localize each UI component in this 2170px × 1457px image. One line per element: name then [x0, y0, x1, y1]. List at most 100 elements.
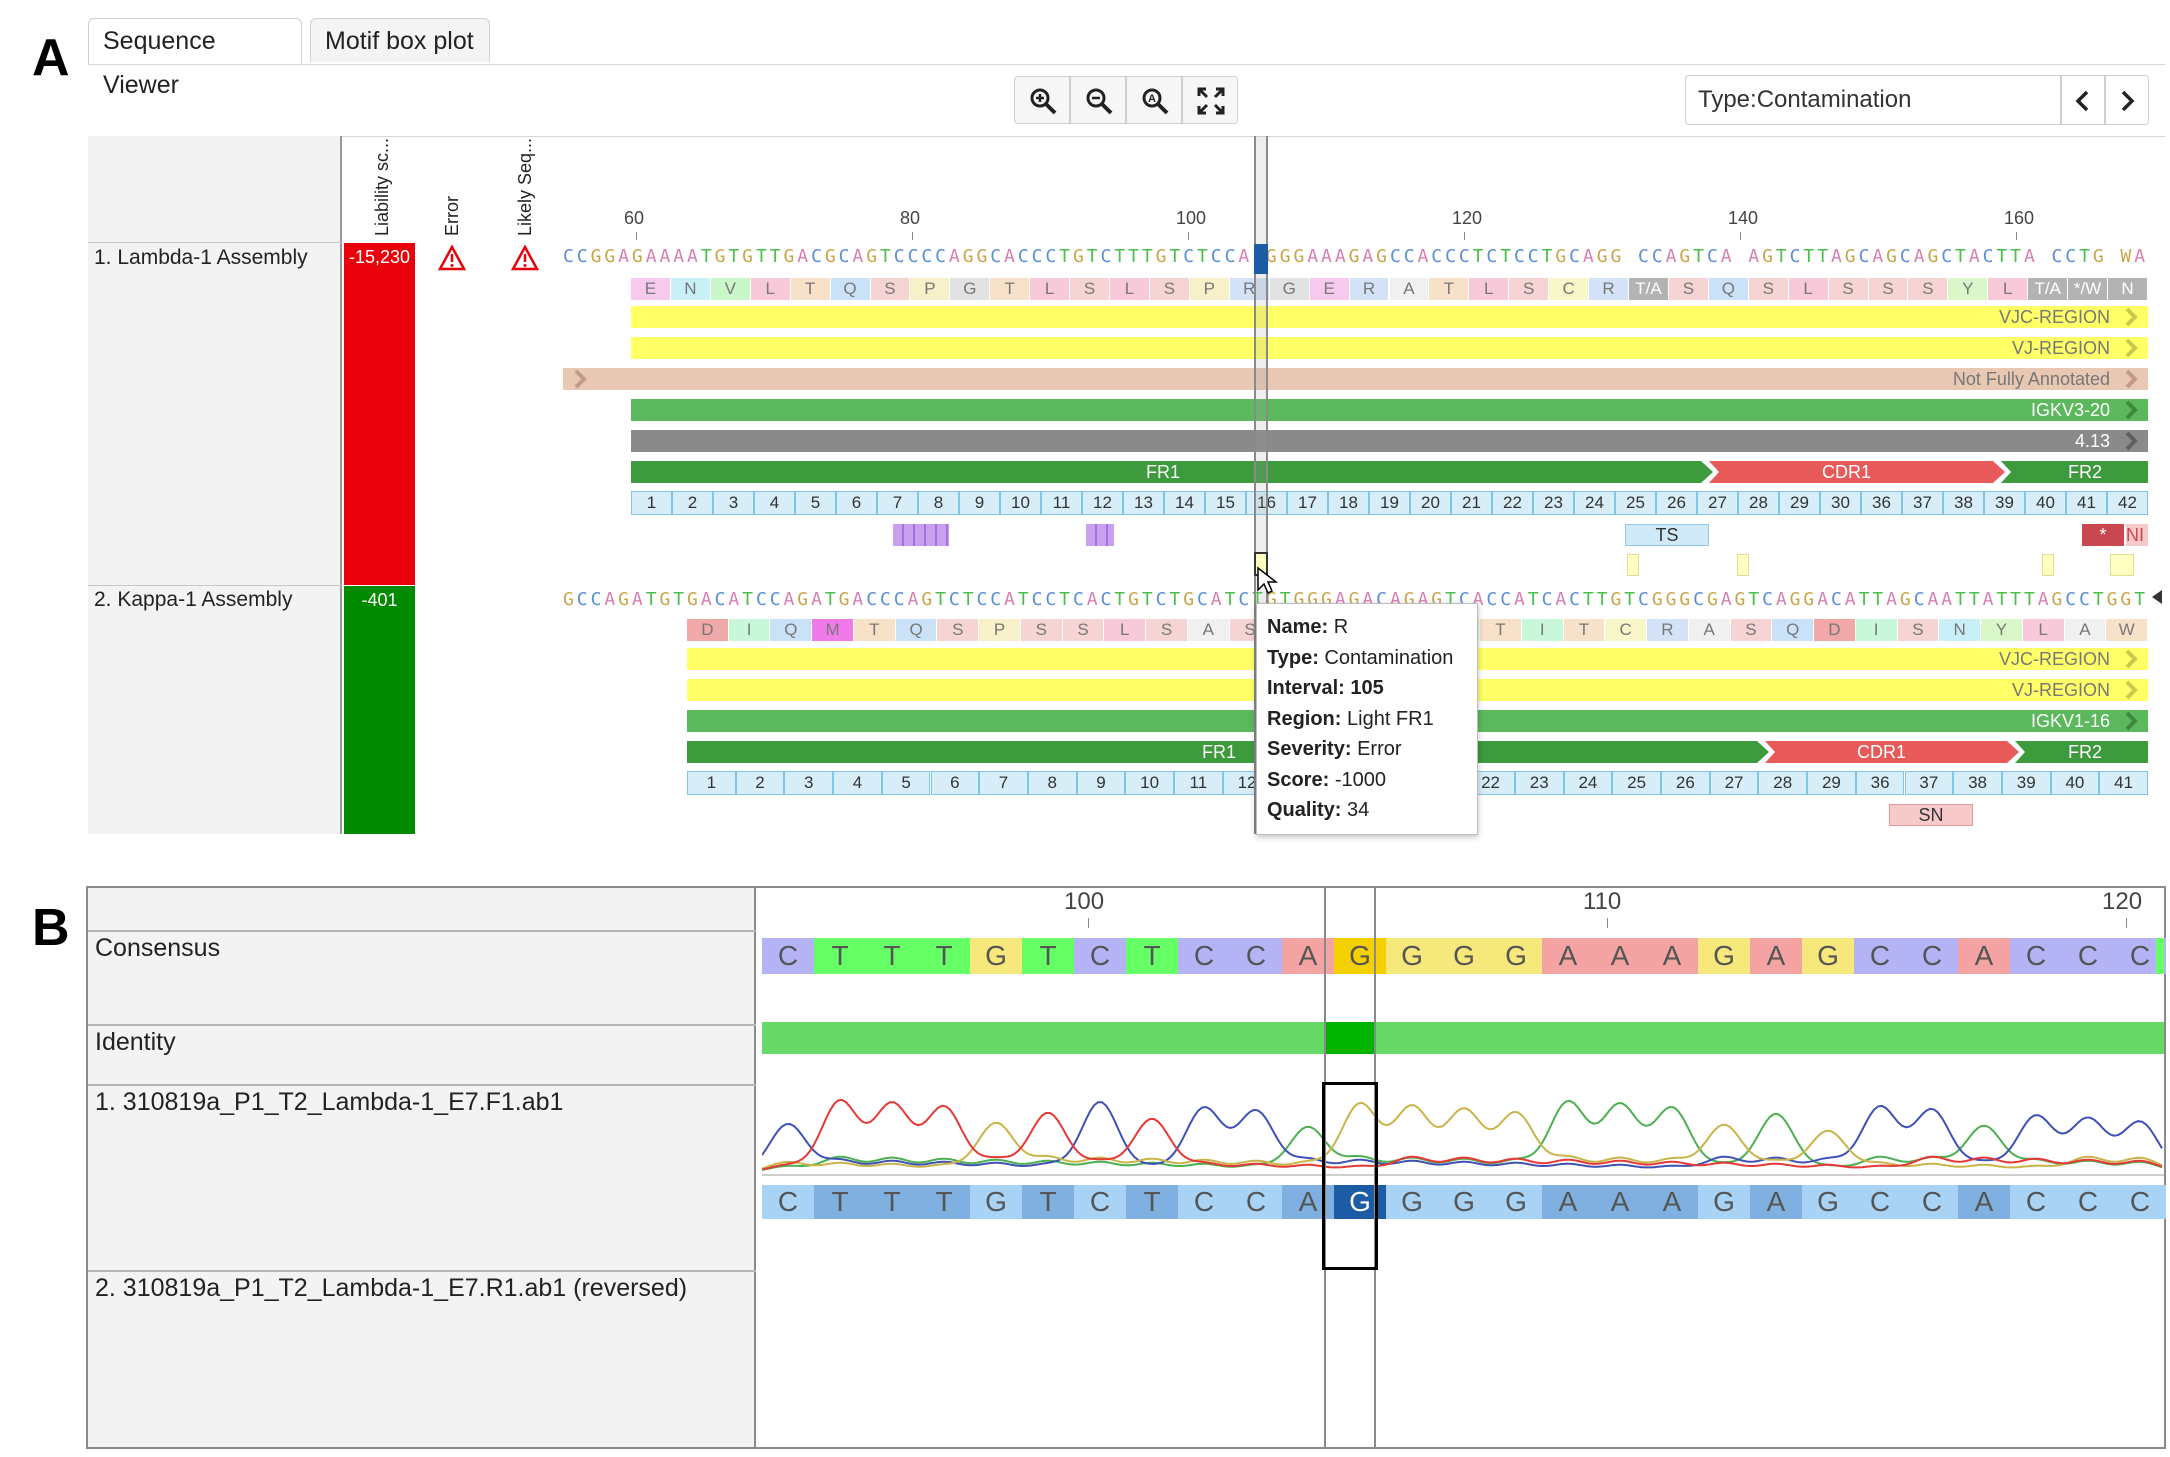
tab-sequence-viewer[interactable]: Sequence Viewer [88, 18, 302, 99]
amino-acid: P [979, 619, 1020, 641]
nucleotide: T [742, 589, 754, 610]
liability-score-lambda-1[interactable]: -15,230 [344, 243, 415, 585]
amino-acid: S [1146, 619, 1187, 641]
error-warning-icon[interactable] [438, 245, 466, 271]
annotation-4-13[interactable]: 4.13 [631, 430, 2148, 452]
ruler-tick [912, 232, 913, 240]
nucleotide: C [576, 246, 589, 267]
consensus-base: T [918, 938, 970, 974]
nucleotide: C [1638, 589, 1650, 610]
region-fr2[interactable] [2001, 461, 2148, 483]
motif-ts[interactable]: TS [1625, 524, 1709, 546]
nucleotide: C [1197, 589, 1209, 610]
liability-score-kappa-1[interactable]: -401 [344, 586, 415, 834]
zoom-reset-button[interactable]: A [1126, 76, 1182, 124]
tooltip-row-score: Score: -1000 [1267, 768, 1386, 791]
nucleotide: G [2051, 589, 2063, 610]
nucleotide: T [1748, 589, 1760, 610]
column-header-error[interactable]: Error [442, 196, 462, 236]
nucleotide: A [1472, 589, 1484, 610]
read-base: C [2062, 1185, 2114, 1219]
quality-marker[interactable] [1627, 554, 1639, 576]
nucleotide: A [1720, 246, 1733, 267]
motif-ni[interactable]: NI [2126, 524, 2148, 546]
nucleotide: C [893, 246, 906, 267]
column-header-liability-score[interactable]: Liability sc... [372, 137, 392, 236]
row-divider [88, 585, 342, 586]
nucleotide: C [1638, 246, 1650, 267]
previous-button[interactable] [2061, 75, 2105, 125]
nucleotide: G [1155, 246, 1167, 267]
nucleotide: A [728, 589, 740, 610]
filter-input[interactable]: Type:Contamination [1685, 75, 2061, 125]
region-fr2[interactable] [2015, 741, 2148, 763]
region-cdr1[interactable] [1765, 741, 2019, 763]
nucleotide: G [1128, 589, 1140, 610]
read-1-label[interactable]: 1. 310819a_P1_T2_Lambda-1_E7.F1.ab1 [95, 1088, 564, 1116]
ruler-tick-label: 120 [1452, 208, 1483, 228]
nucleotide: A [1927, 589, 1939, 610]
tab-motif-box-plot[interactable]: Motif box plot [310, 18, 490, 62]
annotation-igkv3-20[interactable]: IGKV3-20 [631, 399, 2148, 421]
nucleotide: G [976, 246, 988, 267]
motif-stop[interactable]: * [2082, 524, 2124, 546]
annotation-not-fully-annotated[interactable]: Not Fully Annotated [563, 368, 2148, 390]
position-cell: 38 [1943, 491, 1984, 515]
nucleotide: A [1913, 246, 1926, 267]
region-track-lambda-1 [631, 461, 2148, 483]
nucleotide: G [838, 589, 850, 610]
region-cdr1[interactable] [1709, 461, 2005, 483]
nucleotide: T [1955, 589, 1967, 610]
position-cell: 24 [1574, 491, 1615, 515]
nucleotide: T [645, 589, 658, 610]
nucleotide: A [1665, 246, 1677, 267]
nucleotide: A [797, 246, 809, 267]
position-cell: 5 [795, 491, 836, 515]
selected-base-highlight[interactable] [1254, 244, 1268, 274]
nucleotide: C [1210, 246, 1223, 267]
next-button[interactable] [2105, 75, 2149, 125]
nucleotide: C [990, 589, 1002, 610]
trace-selection-box[interactable] [1322, 1082, 1378, 1270]
nucleotide: G [1431, 589, 1443, 610]
nucleotide: C [1031, 246, 1043, 267]
column-header-likely-sequencing[interactable]: Likely Seq... [515, 137, 535, 236]
nucleotide: T [1968, 589, 1981, 610]
nucleotide: C [1224, 246, 1236, 267]
read-2-label[interactable]: 2. 310819a_P1_T2_Lambda-1_E7.R1.ab1 (rev… [95, 1274, 688, 1302]
annotation-vjc-region[interactable]: VJC-REGION [631, 306, 2148, 328]
row-label-lambda-1[interactable]: 1. Lambda-1 Assembly [94, 246, 308, 269]
position-cell: 39 [2001, 771, 2051, 795]
consensus-label[interactable]: Consensus [95, 934, 221, 962]
motif-purple-1[interactable] [893, 524, 949, 546]
quality-marker[interactable] [2042, 554, 2054, 576]
zoom-out-button[interactable] [1070, 76, 1126, 124]
nucleotide: G [1927, 246, 1939, 267]
fit-to-screen-button[interactable] [1182, 76, 1238, 124]
identity-label[interactable]: Identity [95, 1028, 176, 1056]
motif-sn[interactable]: SN [1889, 804, 1973, 826]
amino-acid: T [1429, 278, 1469, 300]
nucleotide: A [1004, 246, 1016, 267]
region-fr1[interactable] [631, 461, 1713, 483]
chevron-right-icon [2125, 307, 2138, 327]
zoom-in-button[interactable] [1014, 76, 1070, 124]
motif-purple-2[interactable] [1086, 524, 1114, 546]
scroll-right-icon[interactable] [2150, 588, 2164, 606]
nucleotide: R [1624, 246, 1636, 267]
mouse-pointer-icon [1257, 566, 1278, 595]
nucleotide: T [1197, 246, 1209, 267]
annotation-vj-region[interactable]: VJ-REGION [631, 337, 2148, 359]
quality-marker[interactable] [1737, 554, 1749, 576]
nucleotide: G [1293, 246, 1305, 267]
nucleotide: C [1514, 246, 1526, 267]
nucleotide: A [948, 246, 961, 267]
likely-sequencing-warning-icon[interactable] [511, 245, 539, 271]
quality-marker[interactable] [2110, 554, 2134, 576]
position-cell: 37 [1902, 491, 1943, 515]
row-label-kappa-1[interactable]: 2. Kappa-1 Assembly [94, 588, 293, 611]
identity-bar [762, 1022, 2164, 1054]
amino-acid: Y [1948, 278, 1988, 300]
region-fr1[interactable] [687, 741, 1769, 763]
amino-acid: E [1309, 278, 1349, 300]
